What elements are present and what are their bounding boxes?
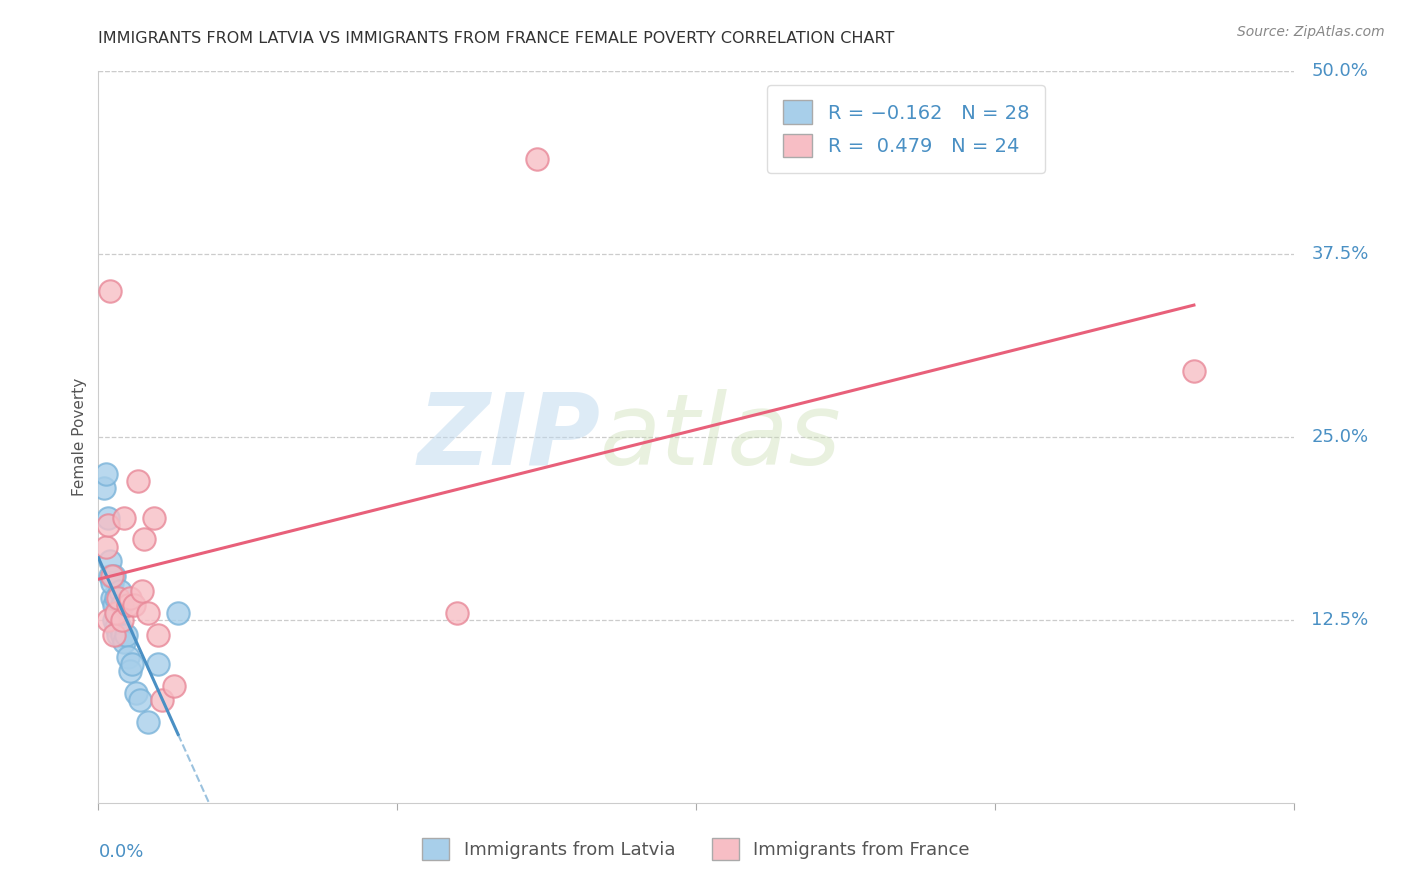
Point xyxy=(163,679,186,693)
Text: 50.0%: 50.0% xyxy=(1312,62,1368,80)
Point xyxy=(107,606,129,620)
Point xyxy=(101,569,124,583)
Text: 0.0%: 0.0% xyxy=(98,843,143,861)
Point xyxy=(121,657,143,671)
Point xyxy=(129,693,152,707)
Point xyxy=(97,510,120,524)
Point xyxy=(101,576,124,591)
Point xyxy=(111,613,134,627)
Point xyxy=(167,606,190,620)
Point xyxy=(117,599,139,613)
Text: IMMIGRANTS FROM LATVIA VS IMMIGRANTS FROM FRANCE FEMALE POVERTY CORRELATION CHAR: IMMIGRANTS FROM LATVIA VS IMMIGRANTS FRO… xyxy=(98,31,894,46)
Text: Source: ZipAtlas.com: Source: ZipAtlas.com xyxy=(1237,25,1385,39)
Text: ZIP: ZIP xyxy=(418,389,600,485)
Point xyxy=(148,627,170,641)
Point xyxy=(127,474,149,488)
Point xyxy=(98,569,122,583)
Point xyxy=(117,649,139,664)
Point xyxy=(150,693,173,707)
Point xyxy=(105,606,128,620)
Text: 12.5%: 12.5% xyxy=(1312,611,1368,629)
Text: 25.0%: 25.0% xyxy=(1312,428,1368,446)
Point xyxy=(107,627,129,641)
Point xyxy=(148,657,170,671)
Point xyxy=(103,599,125,613)
Point xyxy=(103,627,125,641)
Point xyxy=(120,591,142,605)
Point xyxy=(98,284,122,298)
Point xyxy=(136,606,159,620)
Point xyxy=(112,635,135,649)
Point xyxy=(97,517,120,532)
Point xyxy=(110,620,132,634)
Text: atlas: atlas xyxy=(600,389,842,485)
Point xyxy=(112,510,135,524)
Point xyxy=(101,591,124,605)
Point xyxy=(111,599,134,613)
Point xyxy=(125,686,148,700)
Point xyxy=(120,664,142,678)
Point xyxy=(93,481,115,495)
Point xyxy=(136,715,159,730)
Point xyxy=(105,591,128,605)
Point xyxy=(107,591,129,605)
Text: 37.5%: 37.5% xyxy=(1312,245,1369,263)
Legend: Immigrants from Latvia, Immigrants from France: Immigrants from Latvia, Immigrants from … xyxy=(415,830,977,867)
Point xyxy=(110,583,132,598)
Point xyxy=(115,627,138,641)
Point xyxy=(1182,364,1205,378)
Point xyxy=(98,554,122,568)
Point xyxy=(131,583,153,598)
Point xyxy=(134,533,156,547)
Point xyxy=(103,613,125,627)
Point xyxy=(526,152,548,166)
Point xyxy=(105,620,128,634)
Point xyxy=(111,627,134,641)
Point xyxy=(103,569,125,583)
Point xyxy=(143,510,166,524)
Point xyxy=(96,540,118,554)
Point xyxy=(446,606,468,620)
Y-axis label: Female Poverty: Female Poverty xyxy=(72,378,87,496)
Point xyxy=(124,599,146,613)
Point xyxy=(97,613,120,627)
Point xyxy=(96,467,118,481)
